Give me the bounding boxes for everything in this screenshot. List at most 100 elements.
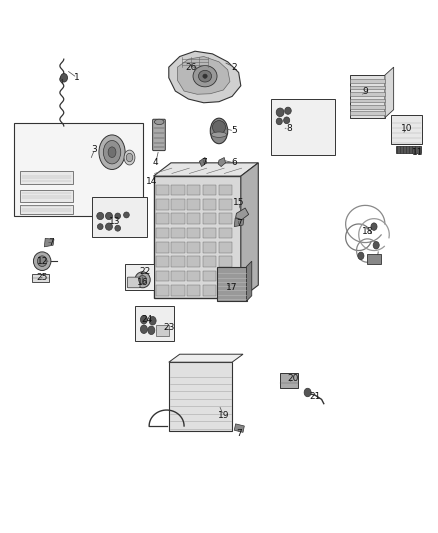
Bar [171,184,184,195]
Ellipse shape [106,223,113,230]
Text: 1: 1 [74,73,80,82]
Bar [20,205,73,214]
Bar [155,213,169,224]
Text: 16: 16 [137,278,148,287]
Bar [219,256,232,267]
Circle shape [371,223,377,230]
Text: 23: 23 [163,323,174,332]
Ellipse shape [115,213,120,219]
Bar [155,285,169,296]
Bar [14,123,143,216]
Polygon shape [169,354,243,362]
Bar [203,285,216,296]
Text: 11: 11 [412,148,424,157]
Ellipse shape [124,212,129,218]
Bar [187,199,200,209]
Bar [350,79,385,83]
Ellipse shape [126,154,133,162]
Polygon shape [247,261,252,301]
Bar [155,242,169,253]
Polygon shape [153,163,258,176]
Text: 24: 24 [141,315,152,324]
Polygon shape [241,163,258,298]
Bar [135,306,174,341]
Circle shape [358,252,364,260]
Polygon shape [44,238,54,247]
Text: 4: 4 [153,158,159,167]
Text: 7: 7 [236,220,241,229]
Text: 19: 19 [218,411,229,420]
Ellipse shape [210,118,228,144]
Text: 10: 10 [401,124,413,133]
Ellipse shape [106,212,113,220]
Bar [219,228,232,238]
Ellipse shape [97,212,104,220]
Ellipse shape [203,74,207,78]
Ellipse shape [103,141,121,164]
Text: 5: 5 [231,126,237,135]
Text: 22: 22 [139,268,150,276]
Bar [350,111,385,115]
Bar [171,271,184,281]
Bar [350,105,385,109]
Bar [155,271,169,281]
Bar [219,271,232,281]
Text: 8: 8 [286,124,292,133]
Bar [203,271,216,281]
Bar [203,242,216,253]
Bar [396,146,421,154]
Ellipse shape [212,120,226,134]
Text: 9: 9 [362,86,368,95]
Polygon shape [169,51,241,103]
Polygon shape [199,158,207,166]
Text: 25: 25 [36,273,48,281]
Bar [171,285,184,296]
Bar [125,264,153,290]
Bar [203,256,216,267]
Bar [219,184,232,195]
Bar [169,362,232,431]
Circle shape [304,388,311,397]
Bar [187,271,200,281]
FancyBboxPatch shape [152,119,165,151]
Ellipse shape [285,107,291,114]
Bar [155,199,169,209]
Circle shape [149,317,156,325]
Ellipse shape [37,256,47,266]
Bar [203,199,216,209]
Text: 20: 20 [287,374,299,383]
Circle shape [148,326,155,335]
Bar [171,213,184,224]
Bar [219,242,232,253]
FancyBboxPatch shape [127,277,140,288]
Bar [171,228,184,238]
Bar [171,242,184,253]
Bar [203,184,216,195]
Text: 14: 14 [146,177,157,186]
Bar [350,99,385,102]
Bar [171,199,184,209]
Ellipse shape [193,66,217,87]
Bar [155,256,169,267]
Ellipse shape [276,108,284,117]
Bar [155,228,169,238]
Text: 7: 7 [48,238,54,247]
Text: 26: 26 [185,63,196,71]
Bar [219,285,232,296]
Polygon shape [236,208,249,220]
Ellipse shape [124,150,135,165]
Polygon shape [234,218,244,227]
Text: 21: 21 [309,392,321,401]
Bar [187,285,200,296]
Bar [392,115,422,144]
Text: 18: 18 [362,228,373,237]
Ellipse shape [276,118,283,125]
Text: 7: 7 [201,158,207,167]
Polygon shape [234,424,244,432]
Ellipse shape [284,117,290,124]
Text: 15: 15 [233,198,244,207]
Bar [155,184,169,195]
Polygon shape [218,158,226,166]
Bar [203,213,216,224]
Text: 6: 6 [231,158,237,167]
